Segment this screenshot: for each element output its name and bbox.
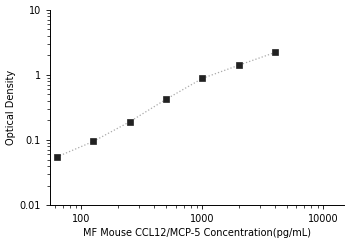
Y-axis label: Optical Density: Optical Density: [6, 70, 15, 145]
X-axis label: MF Mouse CCL12/MCP-5 Concentration(pg/mL): MF Mouse CCL12/MCP-5 Concentration(pg/mL…: [83, 228, 311, 238]
